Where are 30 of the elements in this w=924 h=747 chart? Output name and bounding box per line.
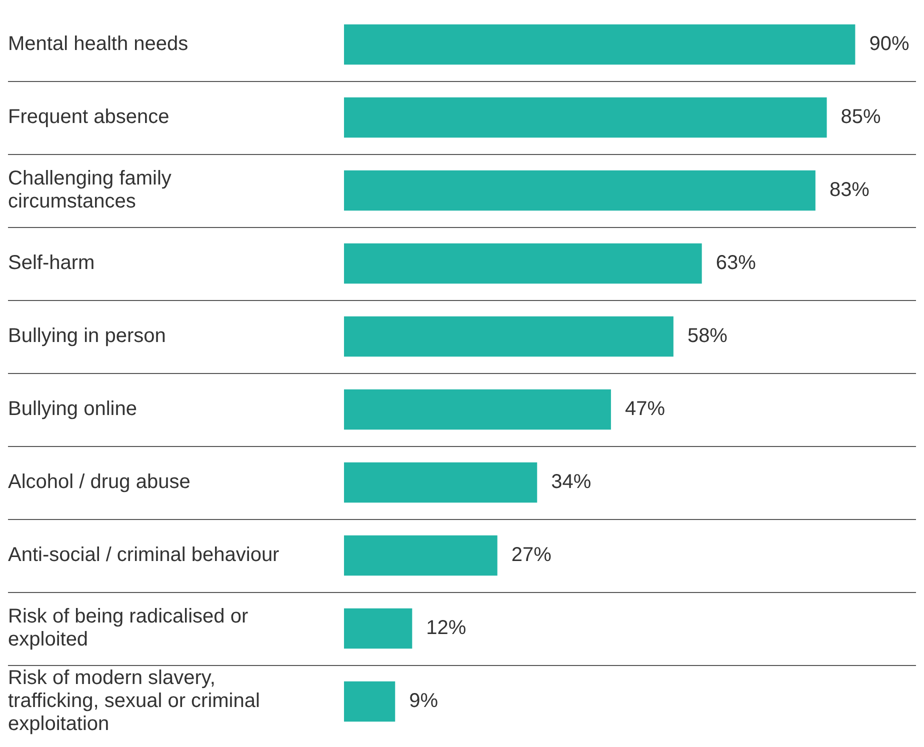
bar bbox=[344, 24, 856, 65]
y-tick-label: Bullying online bbox=[8, 398, 137, 420]
data-label: 34% bbox=[551, 471, 592, 494]
data-label: 47% bbox=[624, 398, 666, 420]
bar bbox=[344, 389, 611, 430]
y-tick-label: Bullying in person bbox=[8, 325, 166, 348]
data-label: 85% bbox=[840, 106, 882, 128]
data-label: 58% bbox=[687, 325, 728, 348]
data-label: 12% bbox=[426, 617, 466, 640]
bar bbox=[344, 97, 827, 138]
bar bbox=[344, 170, 816, 211]
y-tick-label: Risk of being radicalised or exploited bbox=[8, 606, 248, 651]
y-tick-label: Risk of modern slavery, trafficking, sexual or criminal exploitation bbox=[8, 667, 260, 736]
bar bbox=[344, 462, 538, 503]
bar bbox=[344, 316, 674, 357]
data-label: 90% bbox=[869, 33, 910, 56]
bar bbox=[344, 681, 396, 722]
data-label: 9% bbox=[409, 690, 438, 712]
y-tick-label: Self-harm bbox=[8, 252, 95, 274]
data-label: 63% bbox=[716, 252, 756, 274]
y-tick-label: Mental health needs bbox=[8, 33, 188, 56]
y-tick-label: Frequent absence bbox=[8, 106, 170, 128]
data-label: 27% bbox=[511, 544, 552, 566]
bar bbox=[344, 535, 498, 576]
bar bbox=[344, 608, 412, 649]
y-tick-label: Anti-social / criminal behaviour bbox=[8, 544, 280, 566]
y-tick-label: Challenging family circumstances bbox=[8, 168, 172, 213]
bar bbox=[344, 243, 702, 284]
data-label: 83% bbox=[829, 179, 870, 202]
y-tick-label: Alcohol / drug abuse bbox=[8, 471, 190, 494]
